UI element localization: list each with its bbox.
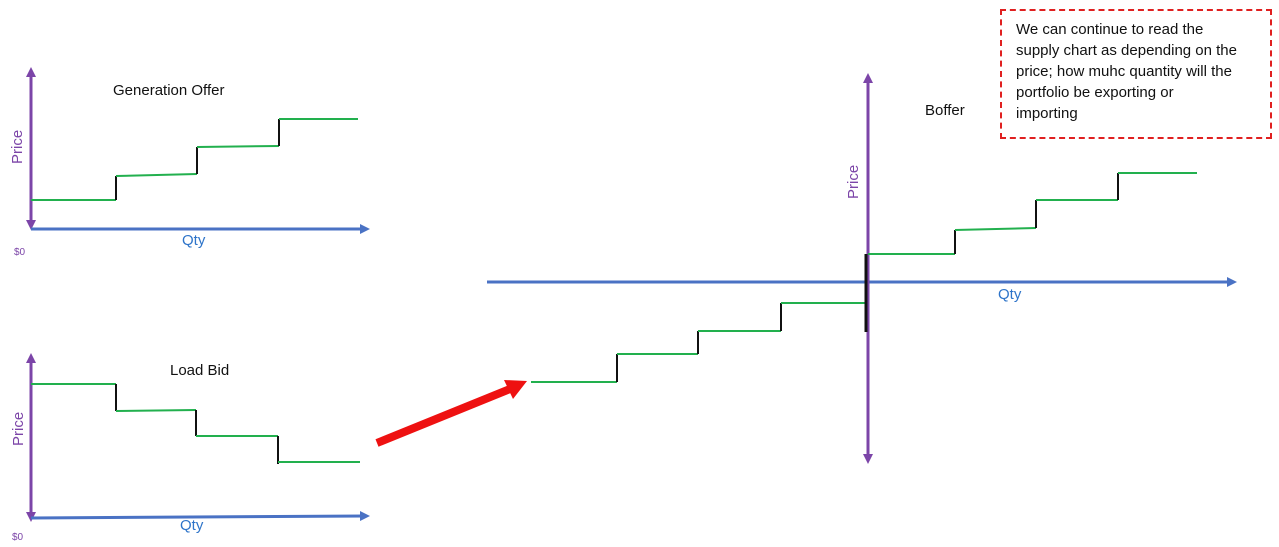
load-bid-qty-label: Qty: [180, 517, 204, 534]
transition-arrow: [375, 380, 527, 447]
note-line: We can continue to read the: [1016, 21, 1204, 38]
boffer-steps: [531, 172, 1197, 383]
load-bid-price-label: Price: [10, 411, 27, 446]
load-bid-qty-axis: [30, 511, 370, 522]
load-bid-zero-label: $0: [12, 532, 24, 543]
load-bid-chart: [26, 353, 370, 522]
gen-offer-chart: [26, 67, 370, 234]
boffer-title: Boffer: [925, 102, 965, 119]
note-line: supply chart as depending on the: [1016, 42, 1237, 59]
annotation-note: We can continue to read the supply chart…: [1000, 9, 1272, 139]
gen-offer-zero-label: $0: [14, 247, 26, 258]
gen-offer-qty-label: Qty: [182, 232, 206, 249]
note-line: price; how muhc quantity will the: [1016, 63, 1232, 80]
note-line: importing: [1016, 105, 1078, 122]
gen-offer-steps: [31, 118, 358, 201]
boffer-qty-label: Qty: [998, 286, 1022, 303]
gen-offer-price-label: Price: [9, 129, 26, 164]
gen-offer-title: Generation Offer: [113, 82, 225, 99]
boffer-price-label: Price: [845, 164, 862, 199]
load-bid-title: Load Bid: [170, 362, 230, 379]
load-bid-steps: [31, 383, 360, 464]
boffer-chart: [487, 73, 1237, 464]
note-line: portfolio be exporting or: [1016, 84, 1174, 101]
